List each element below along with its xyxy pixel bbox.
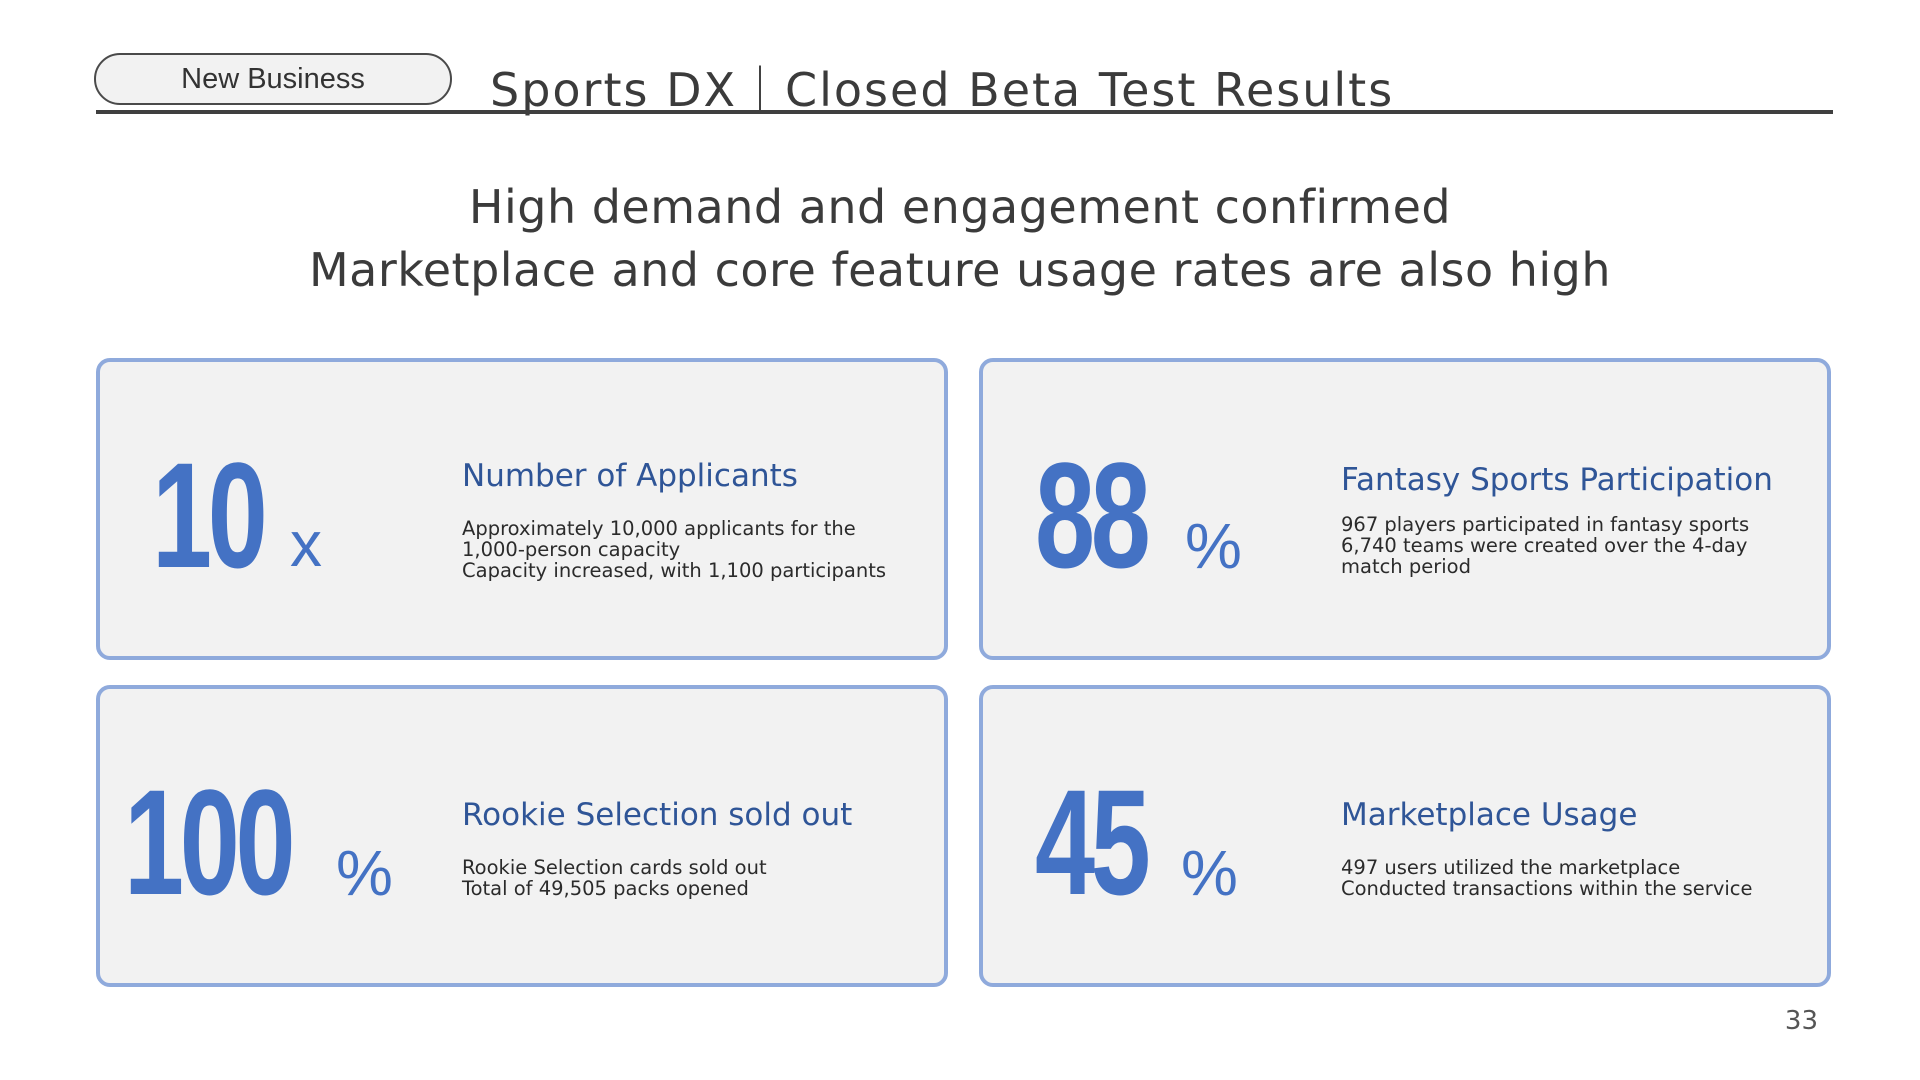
stat-card-applicants: 10 x Number of Applicants Approximately … [96,358,948,660]
description-line: Conducted transactions within the servic… [1341,877,1753,900]
stat-value: 88 [1035,431,1151,599]
stat-figure: 100 % [124,758,393,926]
stat-description: Approximately 10,000 applicants for the … [462,518,886,581]
page-number: 33 [1784,1006,1818,1036]
description-line: 967 players participated in fantasy spor… [1341,513,1750,536]
stat-title: Marketplace Usage [1341,797,1638,833]
stat-unit: % [1185,510,1242,582]
stat-title: Rookie Selection sold out [462,797,853,833]
description-line: 1,000-person capacity [462,538,681,561]
stat-unit: % [1181,837,1238,909]
section-label-text: New Business [181,62,365,95]
section-label: New Business [94,53,452,105]
page-title: Sports DX｜Closed Beta Test Results [490,63,1395,117]
description-line: match period [1341,555,1471,578]
stat-description: Rookie Selection cards sold out Total of… [462,857,767,899]
header-divider [96,110,1833,114]
stat-card-fantasy-participation: 88 % Fantasy Sports Participation 967 pl… [979,358,1831,660]
stat-value: 45 [1035,758,1151,926]
stat-card-rookie-selection: 100 % Rookie Selection sold out Rookie S… [96,685,948,987]
description-line: Total of 49,505 packs opened [462,877,749,900]
stat-value: 100 [124,758,296,926]
stat-description: 967 players participated in fantasy spor… [1341,514,1749,577]
stat-card-marketplace-usage: 45 % Marketplace Usage 497 users utilize… [979,685,1831,987]
stat-title: Number of Applicants [462,458,798,494]
stat-figure: 10 x [152,431,322,599]
description-line: Approximately 10,000 applicants for the [462,517,856,540]
stat-description: 497 users utilized the marketplace Condu… [1341,857,1753,899]
headline-line-1: High demand and engagement confirmed [468,180,1452,234]
description-line: 497 users utilized the marketplace [1341,856,1681,879]
stat-figure: 45 % [1035,758,1238,926]
headline-line-2: Marketplace and core feature usage rates… [308,243,1612,297]
stat-value: 10 [152,431,268,599]
description-line: 6,740 teams were created over the 4-day [1341,534,1748,557]
stat-unit: x [290,508,322,580]
stat-figure: 88 % [1035,431,1242,599]
stat-unit: % [336,837,393,909]
description-line: Rookie Selection cards sold out [462,856,767,879]
stat-title: Fantasy Sports Participation [1341,462,1773,498]
description-line: Capacity increased, with 1,100 participa… [462,559,887,582]
